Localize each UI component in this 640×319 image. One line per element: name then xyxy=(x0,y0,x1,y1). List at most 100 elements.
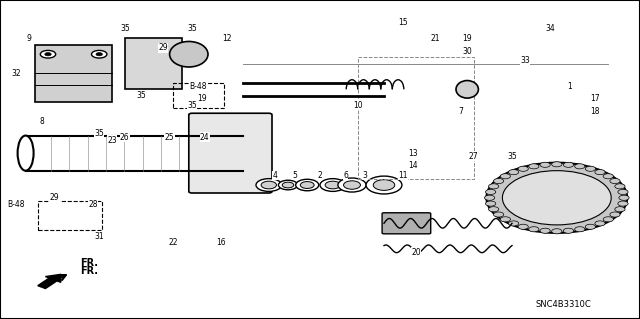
Circle shape xyxy=(610,212,620,217)
Text: 31: 31 xyxy=(94,232,104,241)
Text: 19: 19 xyxy=(196,94,207,103)
Circle shape xyxy=(296,179,319,191)
Circle shape xyxy=(552,229,562,234)
Circle shape xyxy=(373,180,395,190)
Circle shape xyxy=(338,178,366,192)
Text: SNC4B3310C: SNC4B3310C xyxy=(535,300,591,309)
Circle shape xyxy=(344,181,360,189)
Circle shape xyxy=(585,166,595,171)
Circle shape xyxy=(563,228,573,233)
Circle shape xyxy=(618,201,628,206)
Circle shape xyxy=(500,174,511,179)
Circle shape xyxy=(509,221,519,226)
Text: FR.: FR. xyxy=(80,266,98,276)
Text: 32: 32 xyxy=(11,69,21,78)
Circle shape xyxy=(615,184,625,189)
Circle shape xyxy=(278,180,298,190)
Text: 26: 26 xyxy=(120,133,130,142)
Circle shape xyxy=(261,181,276,189)
Circle shape xyxy=(585,224,595,229)
Circle shape xyxy=(325,181,340,189)
Circle shape xyxy=(488,184,499,189)
FancyBboxPatch shape xyxy=(125,38,182,89)
Text: 35: 35 xyxy=(507,152,517,161)
Text: 15: 15 xyxy=(398,18,408,27)
Text: B-48: B-48 xyxy=(7,200,25,209)
Ellipse shape xyxy=(170,41,208,67)
Text: 13: 13 xyxy=(408,149,418,158)
Ellipse shape xyxy=(18,136,34,171)
Text: 17: 17 xyxy=(590,94,600,103)
Circle shape xyxy=(595,221,605,226)
Text: 20: 20 xyxy=(411,248,421,256)
Circle shape xyxy=(502,171,611,225)
Text: 35: 35 xyxy=(136,91,146,100)
Ellipse shape xyxy=(456,81,479,98)
Circle shape xyxy=(488,207,499,212)
Text: 29: 29 xyxy=(158,43,168,52)
Text: 14: 14 xyxy=(408,161,418,170)
Circle shape xyxy=(540,228,550,233)
Circle shape xyxy=(615,207,625,212)
Circle shape xyxy=(509,170,519,175)
Circle shape xyxy=(518,224,528,229)
Circle shape xyxy=(610,179,620,184)
Circle shape xyxy=(40,50,56,58)
Circle shape xyxy=(493,212,504,217)
Circle shape xyxy=(256,179,282,191)
Circle shape xyxy=(366,176,402,194)
Text: FR.: FR. xyxy=(80,258,98,268)
Circle shape xyxy=(518,166,529,171)
Text: 33: 33 xyxy=(520,56,530,65)
Circle shape xyxy=(529,164,539,169)
Text: 34: 34 xyxy=(545,24,556,33)
Circle shape xyxy=(92,50,107,58)
Circle shape xyxy=(595,170,605,175)
Circle shape xyxy=(493,179,504,184)
Circle shape xyxy=(563,162,573,167)
Text: 35: 35 xyxy=(187,101,197,110)
Circle shape xyxy=(486,163,627,233)
Text: 28: 28 xyxy=(88,200,97,209)
Text: 8: 8 xyxy=(39,117,44,126)
Text: 3: 3 xyxy=(362,171,367,180)
Text: 22: 22 xyxy=(168,238,177,247)
FancyBboxPatch shape xyxy=(189,113,272,193)
Text: 29: 29 xyxy=(49,193,60,202)
Text: 35: 35 xyxy=(187,24,197,33)
Circle shape xyxy=(603,217,613,222)
Text: 4: 4 xyxy=(273,171,278,180)
Circle shape xyxy=(320,179,346,191)
FancyBboxPatch shape xyxy=(382,213,431,234)
Text: 30: 30 xyxy=(462,47,472,56)
FancyBboxPatch shape xyxy=(35,45,112,102)
Circle shape xyxy=(486,189,496,195)
Circle shape xyxy=(300,182,314,189)
Circle shape xyxy=(282,182,294,188)
Circle shape xyxy=(575,227,585,232)
Text: 18: 18 xyxy=(591,107,600,116)
Circle shape xyxy=(575,164,585,169)
Text: 16: 16 xyxy=(216,238,226,247)
Text: 1: 1 xyxy=(567,82,572,91)
Text: 7: 7 xyxy=(458,107,463,116)
Circle shape xyxy=(486,201,496,206)
Circle shape xyxy=(603,174,613,179)
Text: 21: 21 xyxy=(431,34,440,43)
Text: 2: 2 xyxy=(317,171,323,180)
Circle shape xyxy=(619,195,629,200)
Text: 10: 10 xyxy=(353,101,364,110)
Text: 12: 12 xyxy=(223,34,232,43)
Text: 19: 19 xyxy=(462,34,472,43)
Text: 35: 35 xyxy=(94,130,104,138)
Text: 11: 11 xyxy=(399,171,408,180)
Circle shape xyxy=(552,162,562,167)
Circle shape xyxy=(529,227,539,232)
Circle shape xyxy=(45,53,51,56)
Text: B-48: B-48 xyxy=(189,82,207,91)
Text: 23: 23 xyxy=(107,136,117,145)
Circle shape xyxy=(540,162,550,167)
Circle shape xyxy=(618,189,628,195)
Circle shape xyxy=(484,195,495,200)
Text: 27: 27 xyxy=(468,152,479,161)
